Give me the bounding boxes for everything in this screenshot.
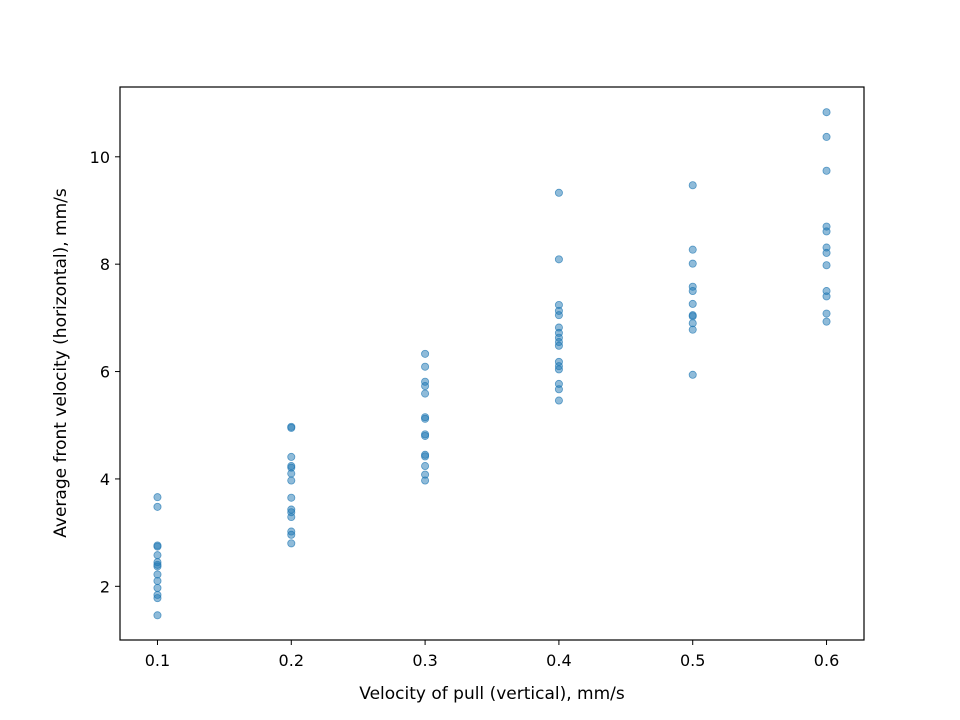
- data-point: [554, 311, 563, 320]
- data-point: [554, 341, 563, 350]
- data-point: [822, 248, 831, 257]
- data-point: [287, 513, 296, 522]
- data-point: [153, 583, 162, 592]
- data-point: [688, 259, 697, 268]
- data-point: [421, 414, 430, 423]
- data-point: [153, 551, 162, 560]
- data-point: [153, 576, 162, 585]
- y-tick-label: 4: [100, 470, 110, 489]
- data-point: [287, 452, 296, 461]
- data-point: [822, 261, 831, 270]
- data-point: [287, 476, 296, 485]
- data-point: [421, 362, 430, 371]
- data-point: [554, 385, 563, 394]
- x-tick-label: 0.5: [680, 651, 705, 670]
- plot-frame: [119, 86, 865, 641]
- data-point: [153, 594, 162, 603]
- data-point: [153, 542, 162, 551]
- data-point: [421, 452, 430, 461]
- y-axis-label: Average front velocity (horizontal), mm/…: [51, 188, 71, 538]
- data-point: [688, 245, 697, 254]
- x-tick-label: 0.3: [412, 651, 437, 670]
- data-point: [688, 181, 697, 190]
- data-point: [421, 476, 430, 485]
- data-point: [153, 562, 162, 571]
- data-point: [287, 539, 296, 548]
- ticks-layer: 0.1 0.2 0.3 0.4 0.5 0.6 2 4 6 8 10: [90, 148, 840, 670]
- data-point: [421, 431, 430, 440]
- x-tick-label: 0.1: [145, 651, 170, 670]
- data-point: [153, 611, 162, 620]
- data-point: [688, 325, 697, 334]
- data-point: [287, 469, 296, 478]
- data-point: [287, 493, 296, 502]
- y-tick-label: 8: [100, 255, 110, 274]
- x-tick-label: 0.6: [814, 651, 839, 670]
- data-point: [688, 370, 697, 379]
- x-tick-label: 0.2: [279, 651, 304, 670]
- data-point: [688, 287, 697, 296]
- points-layer: [153, 108, 831, 620]
- data-point: [822, 317, 831, 326]
- data-point: [554, 188, 563, 197]
- y-tick-label: 2: [100, 577, 110, 596]
- data-point: [421, 382, 430, 391]
- data-point: [153, 502, 162, 511]
- data-point: [822, 292, 831, 301]
- data-point: [688, 299, 697, 308]
- y-tick-label: 10: [90, 148, 110, 167]
- y-tick-label: 6: [100, 363, 110, 382]
- x-axis-label: Velocity of pull (vertical), mm/s: [359, 684, 625, 704]
- x-tick-label: 0.4: [546, 651, 571, 670]
- data-point: [822, 132, 831, 141]
- data-point: [554, 396, 563, 405]
- data-point: [822, 166, 831, 175]
- data-point: [421, 389, 430, 398]
- data-point: [153, 493, 162, 502]
- data-point: [822, 227, 831, 236]
- data-point: [554, 365, 563, 374]
- data-point: [822, 309, 831, 318]
- data-point: [822, 108, 831, 117]
- data-point: [688, 312, 697, 321]
- data-point: [287, 530, 296, 539]
- data-point: [554, 255, 563, 264]
- data-point: [421, 349, 430, 358]
- data-point: [421, 462, 430, 471]
- data-point: [287, 423, 296, 432]
